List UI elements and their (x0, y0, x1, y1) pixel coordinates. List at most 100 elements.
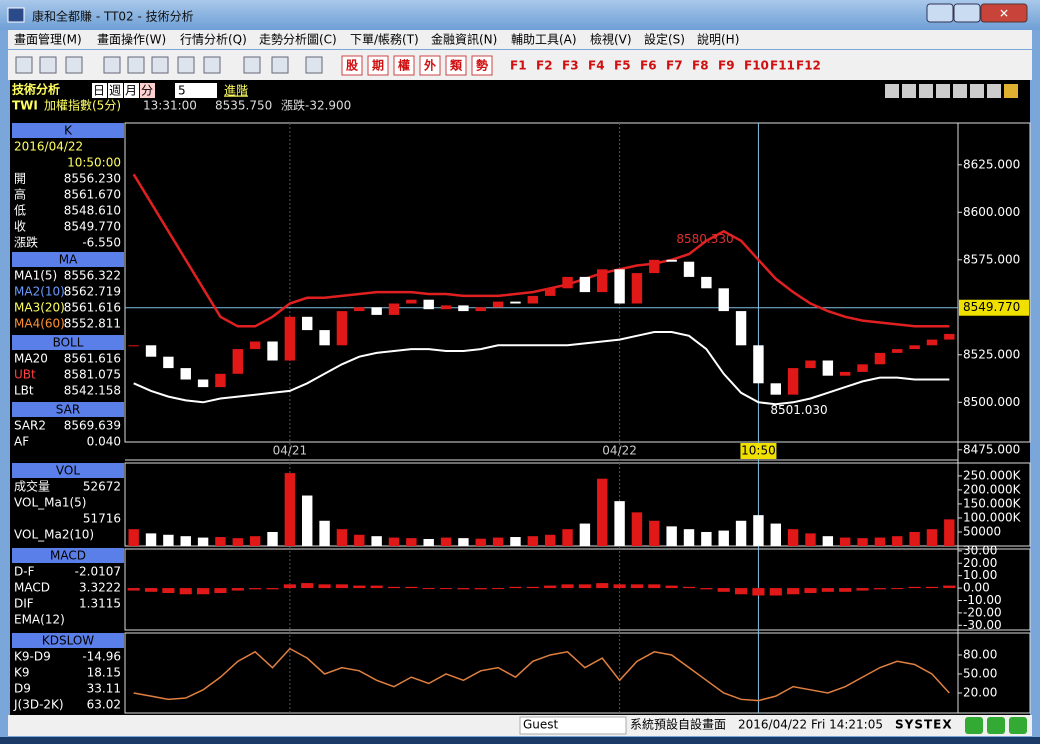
status-icon (987, 717, 1005, 734)
view-icon[interactable] (902, 84, 916, 98)
menu-item[interactable]: 設定(S) (644, 32, 685, 47)
tool-icon[interactable] (305, 56, 323, 74)
macd-bar (231, 588, 244, 591)
info-value: 0.040 (87, 435, 121, 449)
advanced-link[interactable]: 進階 (224, 83, 248, 98)
volume-bar (787, 529, 799, 546)
candle (267, 341, 278, 361)
period-button[interactable] (92, 83, 107, 98)
menu-item[interactable]: 輔助工具(A) (511, 33, 577, 47)
volume-bar (718, 530, 729, 546)
quick-button[interactable] (471, 55, 493, 76)
menu-item[interactable]: 畫面操作(W) (97, 32, 166, 47)
candle (388, 303, 400, 315)
period-button[interactable] (124, 83, 139, 98)
view-icon[interactable] (987, 84, 1001, 98)
tool-icon[interactable] (127, 56, 145, 74)
fkey[interactable]: F9 (718, 59, 735, 73)
fkey[interactable]: F6 (640, 59, 657, 73)
volume-bar (336, 529, 348, 546)
tool-icon[interactable] (243, 56, 261, 74)
view-icon[interactable] (919, 84, 933, 98)
cursor-label-bg (740, 443, 777, 459)
volume-bar (735, 520, 747, 546)
menu-item[interactable]: 行情分析(Q) (180, 33, 247, 47)
section-title: K (64, 124, 73, 138)
info-label: D-F (14, 565, 35, 579)
info-value: 10:50:00 (67, 156, 121, 170)
volume-bar (839, 537, 851, 546)
boll-upper (132, 173, 950, 328)
info-value: 63.02 (87, 698, 121, 712)
fkey[interactable]: F11 (770, 59, 795, 73)
info-label: 漲跌 (14, 235, 38, 250)
quick-button[interactable] (367, 55, 389, 76)
tool-icon[interactable] (65, 56, 83, 74)
y-tick-label: 8525.000 (963, 347, 1020, 361)
view-icon[interactable] (936, 84, 950, 98)
menu-item[interactable]: 檢視(V) (590, 32, 632, 47)
fkey[interactable]: F7 (666, 59, 683, 73)
info-label: VOL_Ma1(5) (14, 496, 86, 510)
macd-bar (804, 588, 817, 594)
tool-icon[interactable] (15, 56, 33, 74)
period-button[interactable] (108, 83, 123, 98)
candle (874, 352, 886, 365)
tool-icon[interactable] (103, 56, 121, 74)
menu-item[interactable]: 畫面管理(M) (14, 32, 82, 47)
maximize-button[interactable] (953, 3, 981, 23)
status-icon (1009, 717, 1027, 734)
symbol: TWI (12, 99, 38, 113)
macd-bar (873, 588, 886, 590)
view-icon[interactable] (953, 84, 967, 98)
info-value: 1.3115 (79, 597, 121, 611)
fkey[interactable]: F8 (692, 59, 709, 73)
y-tick-label: 20.00 (963, 685, 997, 699)
fkey[interactable]: F2 (536, 59, 553, 73)
fkey[interactable]: F3 (562, 59, 579, 73)
volume-bar (527, 536, 539, 546)
tool-icon[interactable] (203, 56, 221, 74)
quick-button[interactable] (445, 55, 467, 76)
interval-value: 5 (178, 84, 186, 98)
fkey[interactable]: F1 (510, 59, 527, 73)
minimize-button[interactable] (926, 3, 954, 23)
candle (232, 349, 244, 374)
macd-bar (301, 583, 314, 589)
panel-border (124, 122, 1031, 443)
fkey[interactable]: F4 (588, 59, 605, 73)
view-icon[interactable] (885, 84, 899, 98)
tool-icon[interactable] (177, 56, 195, 74)
tool-icon[interactable] (271, 56, 289, 74)
quick-button[interactable] (419, 55, 441, 76)
y-tick-label: 20.00 (963, 556, 997, 570)
fkey[interactable]: F10 (744, 59, 769, 73)
view-icon[interactable] (1004, 84, 1018, 98)
menu-item[interactable]: 說明(H) (697, 32, 739, 47)
quick-label: 外 (424, 58, 436, 73)
menu-item[interactable]: 走勢分析圖(C) (259, 32, 337, 47)
candle (284, 316, 296, 361)
period-button[interactable] (140, 83, 155, 98)
interval-select[interactable] (175, 83, 217, 98)
macd-bar (283, 584, 296, 589)
info-value: 8569.639 (64, 419, 121, 433)
title-bar (0, 0, 1040, 30)
candle (805, 360, 816, 369)
menu-item[interactable]: 下單/帳務(T) (350, 33, 419, 47)
tool-icon[interactable] (151, 56, 169, 74)
quick-button[interactable] (341, 55, 363, 76)
y-tick-label: -20.00 (963, 605, 1002, 619)
menu-item[interactable]: 金融資訊(N) (431, 32, 497, 47)
fkey[interactable]: F5 (614, 59, 631, 73)
candle (735, 311, 747, 346)
quick-button[interactable] (393, 55, 415, 76)
candle (215, 373, 226, 388)
section-header (12, 252, 124, 267)
fkey[interactable]: F12 (796, 59, 821, 73)
view-icon[interactable] (970, 84, 984, 98)
close-button[interactable] (980, 3, 1028, 23)
macd-bar (387, 586, 401, 589)
tool-icon[interactable] (39, 56, 57, 74)
volume-bar (770, 523, 781, 546)
